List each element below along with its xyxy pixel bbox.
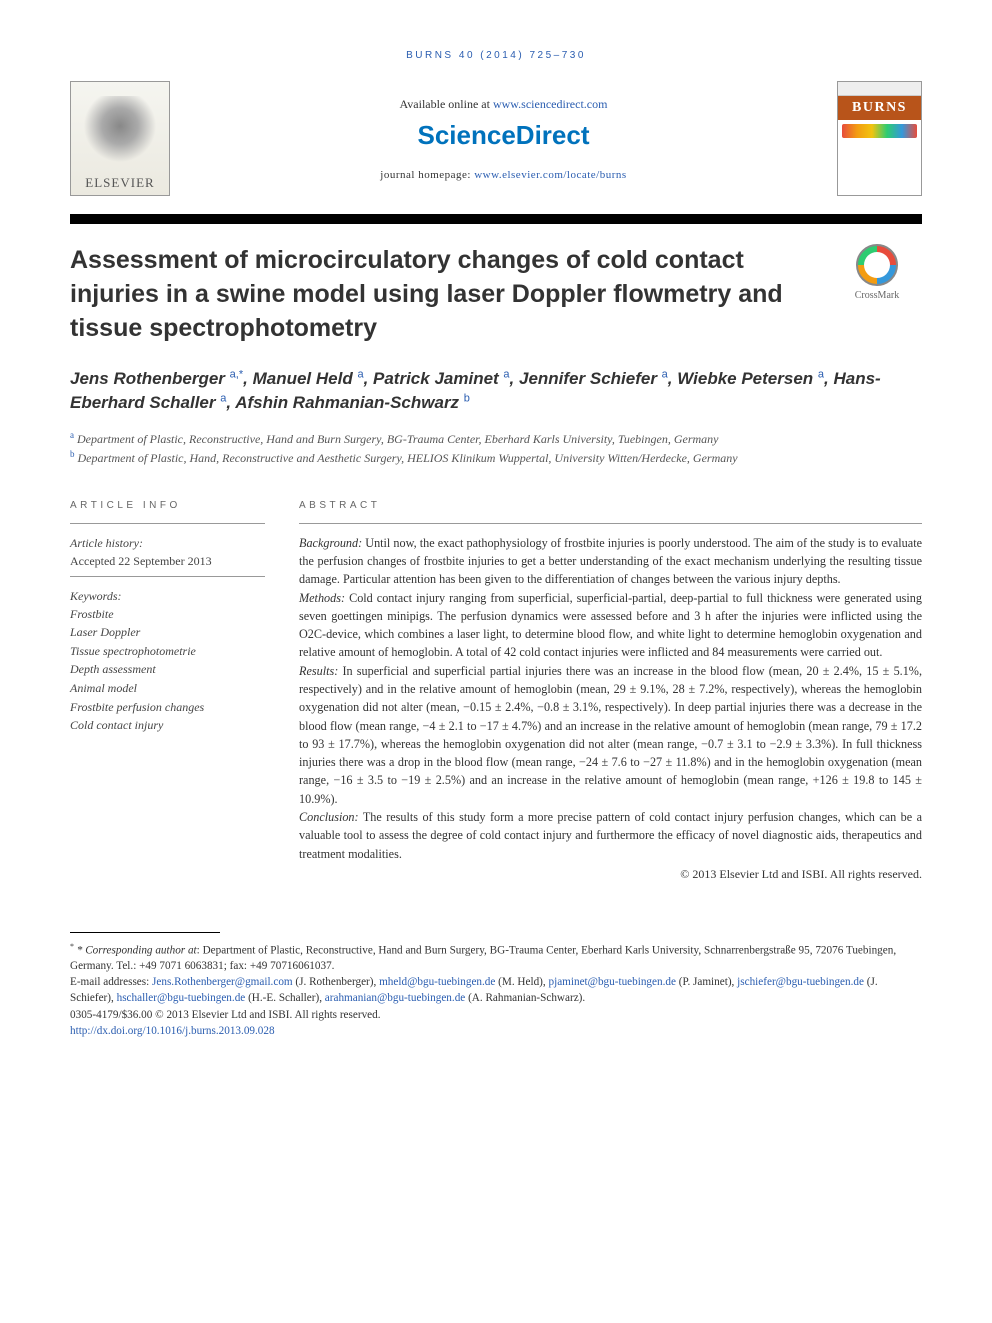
footer-rule: [70, 932, 220, 933]
elsevier-logo[interactable]: ELSEVIER: [70, 81, 170, 196]
abstract-methods: Methods: Cold contact injury ranging fro…: [299, 589, 922, 662]
methods-label: Methods:: [299, 591, 345, 605]
methods-text: Cold contact injury ranging from superfi…: [299, 591, 922, 660]
homepage-prefix: journal homepage:: [380, 169, 474, 181]
homepage-link[interactable]: www.elsevier.com/locate/burns: [474, 169, 626, 181]
abstract-copyright: © 2013 Elsevier Ltd and ISBI. All rights…: [299, 867, 922, 882]
available-prefix: Available online at: [400, 97, 493, 111]
article-info-column: ARTICLE INFO Article history: Accepted 2…: [70, 500, 265, 882]
affiliation-a-text: Department of Plastic, Reconstructive, H…: [77, 432, 719, 446]
page-container: BURNS 40 (2014) 725–730 ELSEVIER Availab…: [0, 0, 992, 1080]
abstract-rule: [299, 523, 922, 524]
keyword-item: Tissue spectrophotometrie: [70, 642, 265, 661]
accepted-date: Accepted 22 September 2013: [70, 552, 265, 570]
email-who: (M. Held),: [495, 976, 548, 988]
email-who: (J. Rothenberger),: [293, 976, 379, 988]
header-row: ELSEVIER Available online at www.science…: [70, 81, 922, 196]
article-history: Article history: Accepted 22 September 2…: [70, 534, 265, 570]
available-online: Available online at www.sciencedirect.co…: [170, 97, 837, 112]
abstract-background: Background: Until now, the exact pathoph…: [299, 534, 922, 589]
email-addresses: E-mail addresses: Jens.Rothenberger@gmai…: [70, 975, 922, 1006]
affiliation-b: b Department of Plastic, Hand, Reconstru…: [70, 448, 922, 467]
keywords-block: Keywords: FrostbiteLaser DopplerTissue s…: [70, 587, 265, 735]
author: Patrick Jaminet a: [373, 369, 510, 388]
doi-link[interactable]: http://dx.doi.org/10.1016/j.burns.2013.0…: [70, 1025, 275, 1037]
footnotes: * * Corresponding author at: Department …: [70, 941, 922, 1006]
email-who: (H.-E. Schaller),: [245, 992, 325, 1004]
affiliations: a Department of Plastic, Reconstructive,…: [70, 429, 922, 468]
email-link[interactable]: pjaminet@bgu-tuebingen.de: [549, 976, 676, 988]
authors-list: Jens Rothenberger a,*, Manuel Held a, Pa…: [70, 367, 922, 415]
results-text: In superficial and superficial partial i…: [299, 664, 922, 806]
crossmark-icon: [856, 244, 898, 286]
author: Jens Rothenberger a,*: [70, 369, 243, 388]
author: Wiebke Petersen a: [677, 369, 824, 388]
email-link[interactable]: jschiefer@bgu-tuebingen.de: [737, 976, 864, 988]
journal-cover[interactable]: BURNS: [837, 81, 922, 196]
elsevier-name: ELSEVIER: [85, 175, 154, 191]
journal-homepage: journal homepage: www.elsevier.com/locat…: [170, 169, 837, 181]
center-header: Available online at www.sciencedirect.co…: [170, 97, 837, 181]
doi-block: 0305-4179/$36.00 © 2013 Elsevier Ltd and…: [70, 1008, 922, 1039]
conclusion-label: Conclusion:: [299, 810, 359, 824]
background-text: Until now, the exact pathophysiology of …: [299, 536, 922, 587]
affiliation-a: a Department of Plastic, Reconstructive,…: [70, 429, 922, 448]
email-link[interactable]: Jens.Rothenberger@gmail.com: [152, 976, 293, 988]
abstract-body: Background: Until now, the exact pathoph…: [299, 534, 922, 863]
abstract-results: Results: In superficial and superficial …: [299, 662, 922, 808]
emails-label: E-mail addresses:: [70, 976, 152, 988]
abstract-column: ABSTRACT Background: Until now, the exac…: [299, 500, 922, 882]
crossmark-label: CrossMark: [855, 290, 899, 301]
author: Afshin Rahmanian-Schwarz b: [235, 393, 470, 412]
keywords-list: FrostbiteLaser DopplerTissue spectrophot…: [70, 605, 265, 735]
title-row: Assessment of microcirculatory changes o…: [70, 244, 922, 345]
keyword-item: Frostbite: [70, 605, 265, 624]
email-link[interactable]: hschaller@bgu-tuebingen.de: [117, 992, 246, 1004]
article-info-label: ARTICLE INFO: [70, 500, 265, 511]
abstract-label: ABSTRACT: [299, 500, 922, 511]
sciencedirect-logo[interactable]: ScienceDirect: [170, 120, 837, 151]
background-label: Background:: [299, 536, 362, 550]
results-label: Results:: [299, 664, 338, 678]
corr-label: * Corresponding author at: [77, 945, 197, 957]
elsevier-tree-icon: [80, 96, 160, 171]
email-who: (P. Jaminet),: [676, 976, 737, 988]
info-rule-1: [70, 523, 265, 524]
email-who: (A. Rahmanian-Schwarz).: [465, 992, 585, 1004]
email-link[interactable]: arahmanian@bgu-tuebingen.de: [325, 992, 465, 1004]
corresponding-author: * * Corresponding author at: Department …: [70, 941, 922, 975]
affiliation-b-text: Department of Plastic, Hand, Reconstruct…: [78, 451, 738, 465]
info-rule-2: [70, 576, 265, 577]
email-link[interactable]: mheld@bgu-tuebingen.de: [379, 976, 495, 988]
info-abstract-row: ARTICLE INFO Article history: Accepted 2…: [70, 500, 922, 882]
journal-cover-title: BURNS: [838, 96, 921, 120]
keyword-item: Cold contact injury: [70, 716, 265, 735]
keyword-item: Depth assessment: [70, 660, 265, 679]
abstract-conclusion: Conclusion: The results of this study fo…: [299, 808, 922, 863]
history-label: Article history:: [70, 534, 265, 552]
header-citation: BURNS 40 (2014) 725–730: [70, 50, 922, 61]
author: Manuel Held a: [253, 369, 364, 388]
keywords-label: Keywords:: [70, 587, 265, 605]
journal-cover-body: [838, 120, 921, 195]
sciencedirect-link[interactable]: www.sciencedirect.com: [493, 97, 608, 111]
conclusion-text: The results of this study form a more pr…: [299, 810, 922, 861]
keyword-item: Animal model: [70, 679, 265, 698]
crossmark-button[interactable]: CrossMark: [832, 244, 922, 301]
article-title: Assessment of microcirculatory changes o…: [70, 244, 832, 345]
black-rule: [70, 214, 922, 224]
journal-cover-top: [838, 82, 921, 96]
keyword-item: Frostbite perfusion changes: [70, 698, 265, 717]
keyword-item: Laser Doppler: [70, 623, 265, 642]
author: Jennifer Schiefer a: [519, 369, 668, 388]
issn-line: 0305-4179/$36.00 © 2013 Elsevier Ltd and…: [70, 1008, 922, 1024]
journal-cover-strip: [842, 124, 917, 138]
